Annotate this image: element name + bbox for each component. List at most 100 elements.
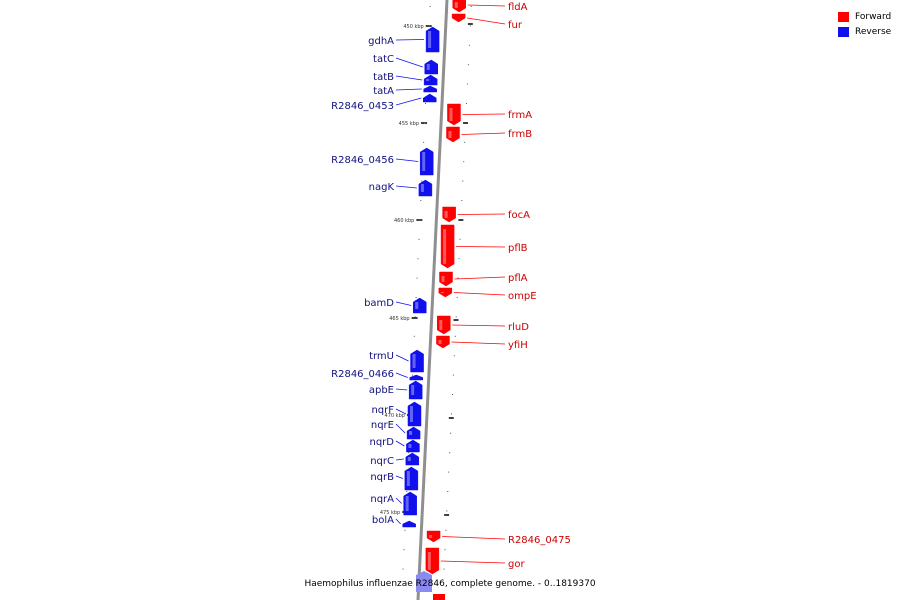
minor-tick (469, 25, 471, 27)
gene-arrow[interactable] (423, 93, 437, 103)
gene-arrow[interactable] (412, 297, 427, 314)
gene-nqrF[interactable]: nqrF (371, 401, 422, 427)
genome-backbone (416, 0, 449, 600)
label-leader (395, 354, 409, 362)
gene-arrow[interactable] (408, 380, 423, 400)
gene-arrow[interactable] (437, 315, 451, 335)
gene-arrow[interactable] (405, 452, 420, 466)
gene-nqrB[interactable]: nqrB (370, 466, 419, 491)
gene-R2846_0466[interactable]: R2846_0466 (331, 369, 424, 381)
gene-nqrA[interactable]: nqrA (370, 491, 417, 516)
gene-R2846_0475[interactable]: R2846_0475 (426, 530, 571, 546)
gene-arrow[interactable] (439, 271, 453, 287)
minor-tick (413, 335, 415, 337)
label-leader (395, 518, 401, 525)
gene-pflB[interactable]: pflB (440, 224, 528, 269)
gene-arrow[interactable] (402, 520, 416, 528)
gene-tatC[interactable]: tatC (373, 54, 439, 75)
label-leader (395, 158, 419, 162)
label-leader (395, 497, 402, 504)
gene-arrow[interactable] (446, 126, 460, 143)
label-leader (395, 75, 423, 81)
label-leader (451, 341, 506, 345)
gene-tatA[interactable]: tatA (373, 85, 437, 97)
gene-apbE[interactable]: apbE (369, 380, 423, 400)
gene-shine (409, 406, 413, 422)
gene-shine (449, 108, 453, 121)
minor-tick (416, 277, 418, 279)
gene-arrow[interactable] (425, 26, 440, 53)
gene-arrow[interactable] (410, 349, 424, 373)
gene-nqrC[interactable]: nqrC (370, 452, 420, 467)
minor-tick (414, 316, 416, 318)
gene-shine (438, 340, 442, 344)
tick-label: 450 kbp (403, 24, 423, 30)
gene-shine (454, 2, 458, 8)
gene-shine (411, 385, 415, 395)
gene-arrow[interactable] (451, 13, 466, 23)
gene-trmU[interactable]: trmU (369, 349, 424, 373)
gene-label: rluD (508, 322, 529, 333)
gene-rluD[interactable]: rluD (437, 315, 529, 335)
gene-label: gor (508, 559, 525, 570)
gene-frmB[interactable]: frmB (446, 126, 532, 143)
gene-arrow[interactable] (419, 147, 434, 176)
gene-label: nqrB (370, 472, 394, 483)
gene-arrow[interactable] (406, 439, 420, 453)
gene-arrow[interactable] (423, 85, 437, 93)
gene-shine (428, 31, 432, 48)
gene-nqrD[interactable]: nqrD (370, 437, 420, 453)
label-leader (395, 97, 422, 106)
gene-arrow[interactable] (452, 0, 467, 13)
gene-arrow[interactable] (436, 335, 450, 349)
gene-arrow[interactable] (407, 401, 422, 427)
gene-arrow[interactable] (406, 426, 421, 440)
gene-arrow[interactable] (438, 287, 453, 298)
gene-gor[interactable]: gor (425, 547, 526, 575)
minor-tick (467, 64, 469, 66)
gene-bamD[interactable]: bamD (364, 297, 427, 314)
minor-tick (429, 6, 431, 7)
minor-tick (420, 200, 422, 201)
minor-tick (466, 83, 468, 85)
gene-arrow[interactable] (440, 224, 455, 269)
gene-arrow[interactable] (424, 59, 439, 75)
gene-fldA[interactable]: fldA (452, 0, 528, 13)
gene-arrow[interactable] (409, 374, 424, 381)
gene-R2846_0456[interactable]: R2846_0456 (331, 147, 434, 176)
gene-yfiH[interactable]: yfiH (436, 335, 528, 351)
partial-gene (416, 571, 432, 592)
gene-label: focA (508, 210, 530, 221)
gene-shine (441, 276, 445, 282)
gene-arrow[interactable] (425, 547, 440, 575)
minor-tick (402, 568, 404, 570)
gene-tatB[interactable]: tatB (373, 72, 438, 86)
gene-arrow[interactable] (404, 466, 419, 491)
gene-pflA[interactable]: pflA (439, 271, 528, 287)
minor-tick (451, 413, 453, 415)
gene-frmA[interactable]: frmA (447, 103, 532, 126)
minor-tick (415, 297, 417, 298)
gene-gdhA[interactable]: gdhA (368, 26, 440, 53)
tick-label: 470 kbp (385, 413, 405, 419)
minor-tick (463, 161, 465, 163)
gene-arrow[interactable] (403, 491, 417, 516)
gene-ompE[interactable]: ompE (438, 287, 537, 302)
gene-nagK[interactable]: nagK (369, 179, 433, 197)
gene-nqrE[interactable]: nqrE (371, 420, 421, 440)
label-leader (440, 560, 506, 564)
gene-focA[interactable]: focA (442, 206, 531, 223)
minor-tick (462, 180, 464, 182)
gene-arrow[interactable] (418, 179, 433, 197)
gene-R2846_0453[interactable]: R2846_0453 (331, 93, 437, 112)
gene-label: trmU (369, 351, 394, 362)
label-leader (442, 536, 506, 540)
gene-arrow[interactable] (426, 530, 441, 543)
gene-label: tatC (373, 54, 394, 65)
minor-tick (403, 549, 405, 551)
gene-bolA[interactable]: bolA (372, 515, 416, 528)
gene-fur[interactable]: fur (451, 13, 523, 31)
gene-arrow[interactable] (423, 74, 438, 86)
gene-arrow[interactable] (442, 206, 456, 223)
gene-arrow[interactable] (447, 103, 461, 126)
